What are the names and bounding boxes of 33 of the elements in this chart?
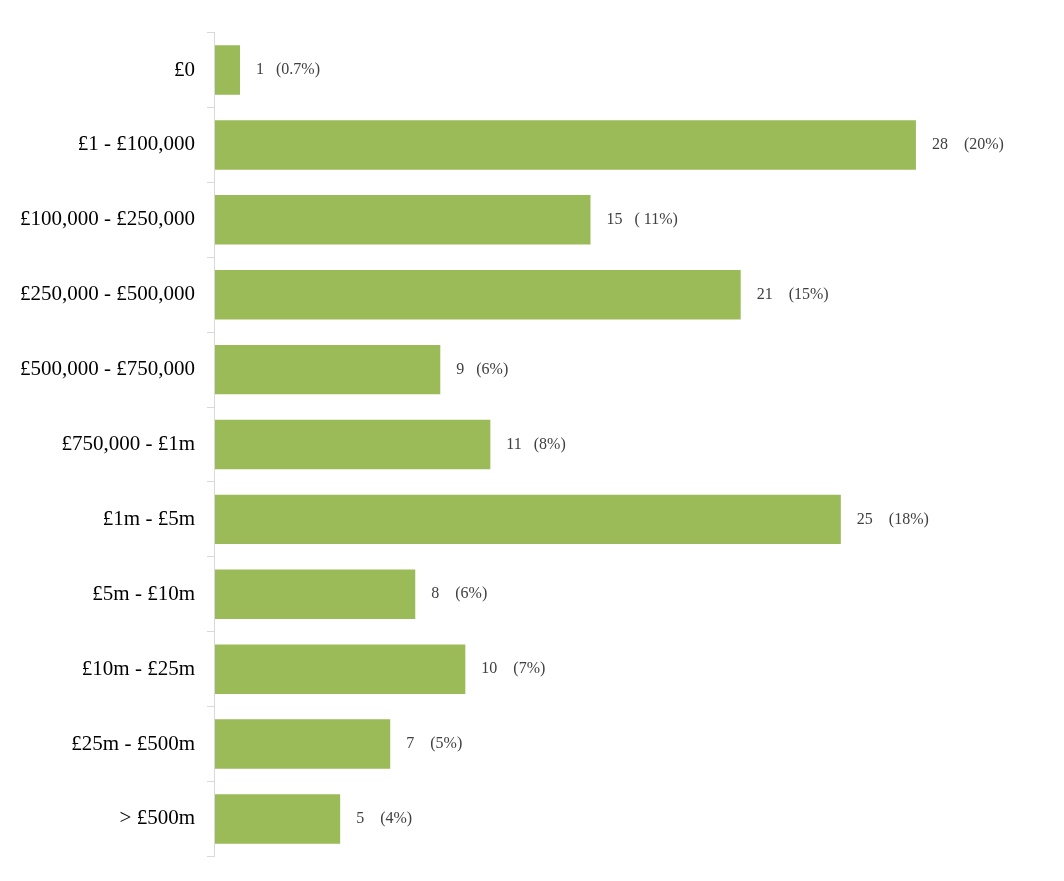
bar	[214, 120, 916, 170]
data-label: 15 ( 11%)	[606, 210, 678, 229]
bar	[214, 794, 341, 844]
data-label: 28 (20%)	[931, 135, 1004, 154]
data-label: 7 (5%)	[406, 734, 463, 753]
y-tick-label: £500,000 - £750,000	[19, 356, 195, 381]
bar	[214, 569, 416, 619]
data-label: 5 (4%)	[356, 809, 413, 828]
y-tick-label: £5m - £10m	[92, 580, 195, 605]
y-tick-label: > £500m	[119, 805, 195, 830]
data-label: 25 (18%)	[856, 509, 929, 528]
y-tick-label: £1 - £100,000	[77, 131, 195, 156]
bar	[214, 344, 441, 395]
data-label: 8 (6%)	[431, 584, 488, 603]
y-tick-label: £100,000 - £250,000	[19, 206, 195, 231]
data-label: 1 (0.7%)	[256, 60, 321, 79]
data-label: 11 (8%)	[506, 434, 566, 453]
y-tick-label: £10m - £25m	[81, 655, 195, 680]
y-tick-label: £750,000 - £1m	[61, 431, 195, 456]
y-tick-label: £0	[173, 56, 195, 81]
bar	[214, 644, 466, 694]
bar	[214, 270, 741, 320]
bar	[214, 45, 241, 95]
bar	[214, 195, 591, 245]
y-tick-label: £1m - £5m	[102, 505, 195, 530]
y-tick-label: £25m - £500m	[71, 730, 195, 755]
data-label: 9 (6%)	[456, 359, 509, 378]
data-label: 21 (15%)	[756, 284, 829, 303]
bar	[214, 419, 491, 470]
bar	[214, 494, 841, 545]
y-tick-label: £250,000 - £500,000	[19, 281, 195, 306]
data-label: 10 (7%)	[481, 659, 546, 678]
bar	[214, 719, 391, 769]
